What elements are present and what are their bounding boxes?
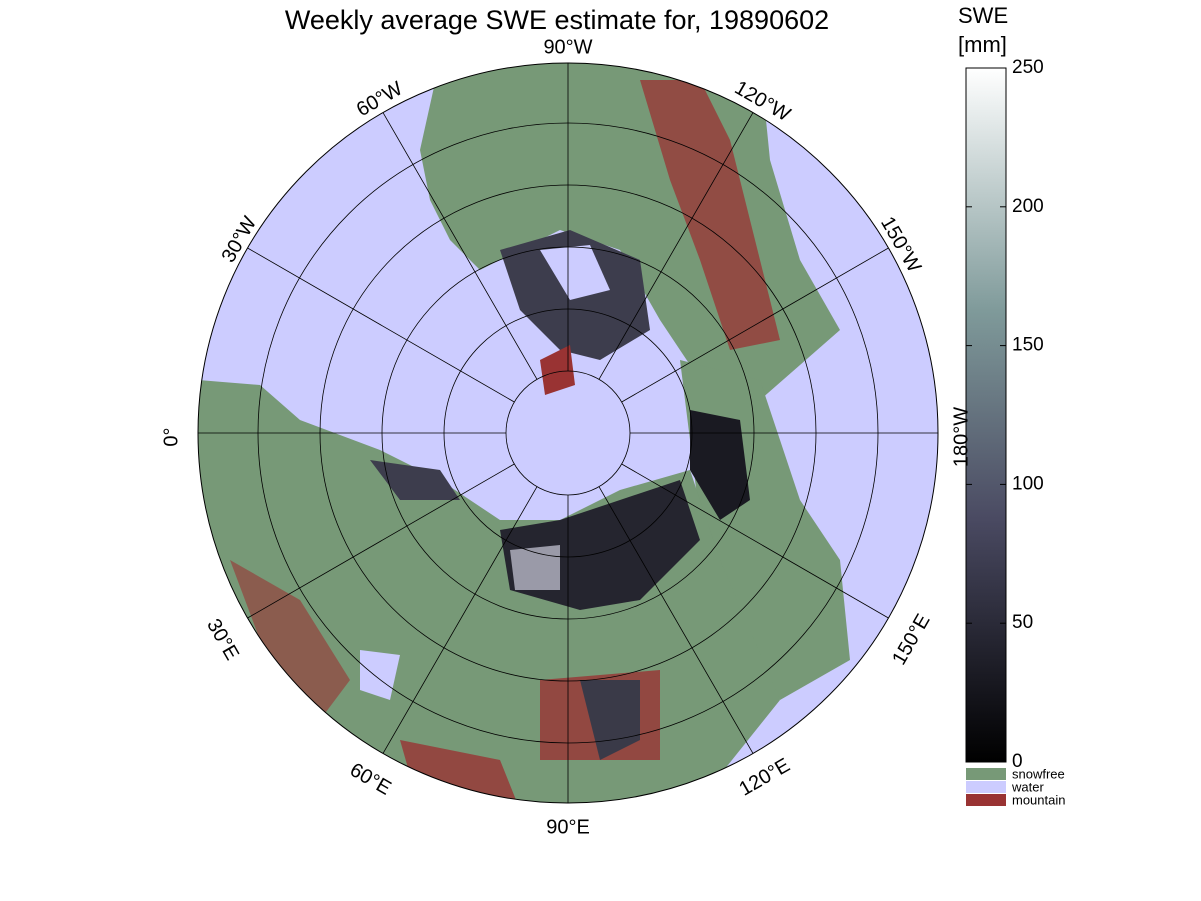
meridian — [598, 486, 754, 754]
meridian-label: 150°E — [888, 610, 934, 668]
legend-swatch — [966, 794, 1006, 806]
colorbar-tick-label: 50 — [1012, 612, 1033, 633]
meridian-label: 90°E — [546, 816, 590, 838]
meridian — [621, 463, 889, 619]
snow-novaya-zemlya — [370, 460, 460, 500]
mountain-islands — [540, 345, 575, 395]
meridian — [247, 247, 515, 403]
meridian — [382, 112, 538, 380]
meridian-label: 180°W — [950, 407, 972, 467]
mountain-rockies — [640, 80, 780, 350]
meridian — [247, 463, 515, 619]
colorbar-tick-label: 150 — [1012, 335, 1044, 356]
meridian — [598, 112, 754, 380]
colorbar-label: [mm] — [958, 32, 1007, 57]
graticule — [198, 63, 938, 803]
meridian-label: 120°E — [735, 754, 793, 800]
legend-label: mountain — [1012, 792, 1065, 807]
mountain-europe — [230, 560, 350, 720]
map-disc — [198, 63, 938, 803]
meridian-label: 0° — [160, 427, 182, 446]
colorbar-tick-label: 200 — [1012, 196, 1044, 217]
colorbar — [965, 67, 1007, 763]
map-frame — [197, 62, 939, 804]
hudson-bay — [540, 245, 610, 300]
legend-swatch — [966, 768, 1006, 780]
meridian-label: 30°E — [202, 615, 243, 664]
meridian — [382, 486, 538, 754]
legend-label: snowfree — [1012, 766, 1065, 781]
snow-east-siberia — [690, 410, 750, 520]
snow-taymyr — [510, 545, 560, 590]
legend-swatch — [966, 781, 1006, 793]
colorbar-label: SWE — [958, 3, 1008, 28]
colorbar-tick-label: 0 — [1012, 751, 1023, 772]
map-title: Weekly average SWE estimate for, 1989060… — [285, 5, 829, 35]
snow-highlands — [580, 680, 640, 760]
caspian-sea — [360, 650, 400, 700]
legend-label: water — [1011, 779, 1044, 794]
meridian-label: 60°E — [346, 759, 395, 800]
meridian — [621, 247, 889, 403]
meridian-label: 90°W — [543, 36, 592, 58]
colorbar-tick-label: 100 — [1012, 473, 1044, 494]
colorbar-tick-label: 250 — [1012, 57, 1044, 78]
